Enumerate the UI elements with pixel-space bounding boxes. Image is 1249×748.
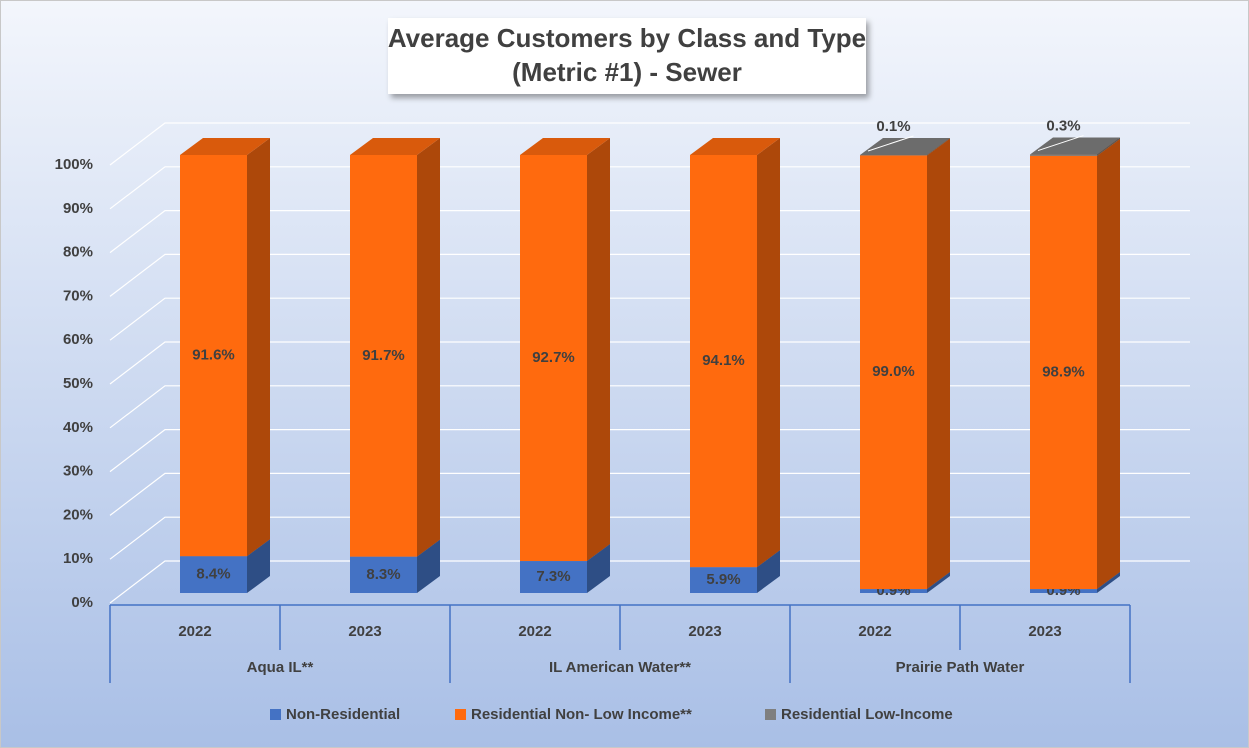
bar-top [690,138,780,155]
x-tick-label: 2022 [518,623,551,640]
bar-side [927,572,950,593]
bar-side [417,539,440,593]
bar-side [417,138,440,557]
legend-label: Residential Non- Low Income** [471,706,692,723]
bar-side [247,138,270,557]
legend-swatch [270,709,281,720]
y-tick-label: 10% [63,550,93,567]
x-tick-label: 2023 [348,623,381,640]
x-tick-label: 2023 [1028,623,1061,640]
y-tick-label: 0% [71,594,93,611]
bar-side [927,138,950,156]
bar [520,155,587,562]
grid-line [109,341,1190,385]
bar [690,567,757,593]
grid-line [109,122,1190,166]
bar-side [927,138,950,590]
grid-line [109,560,1190,604]
group-label: Aqua IL** [247,659,314,676]
bar-side [757,550,780,593]
label-leader [867,135,914,152]
bar-side [1097,137,1120,156]
bar-side [757,138,780,568]
y-tick-label: 30% [63,463,93,480]
data-label: 94.1% [702,352,745,369]
bar [860,155,927,590]
data-label: 98.9% [1042,363,1085,380]
bar [1030,155,1097,590]
legend-label: Residential Low-Income [781,706,953,723]
bar-side [1097,138,1120,590]
title-box [388,18,866,94]
y-tick-label: 20% [63,506,93,523]
bar [350,155,417,557]
y-tick-label: 50% [63,375,93,392]
group-label: IL American Water** [549,659,691,676]
bar [1030,154,1097,156]
bar-top [350,138,440,155]
legend-label: Non-Residential [286,706,400,723]
bar-top [180,138,270,155]
bar [690,155,757,568]
bar-top [1030,137,1120,155]
bar-top [520,138,610,155]
x-tick-label: 2022 [178,623,211,640]
grid-line [109,210,1190,254]
legend-swatch [765,709,776,720]
y-tick-label: 70% [63,287,93,304]
chart-title: (Metric #1) - Sewer [512,57,742,87]
data-label: 91.6% [192,347,235,364]
grid-line [109,253,1190,297]
chart-title: Average Customers by Class and Type [388,23,866,53]
grid-line [109,166,1190,210]
bar [860,155,927,156]
data-label: 7.3% [536,568,570,585]
bar [180,155,247,557]
y-tick-label: 60% [63,331,93,348]
data-label: 92.7% [532,349,575,366]
x-tick-label: 2023 [688,623,721,640]
data-label: 99.0% [872,363,915,380]
data-label: 0.1% [876,118,910,135]
data-label: 8.3% [366,566,400,583]
legend-swatch [455,709,466,720]
bar-side [1097,572,1120,593]
x-tick-label: 2022 [858,623,891,640]
bar [350,556,417,593]
data-label: 5.9% [706,571,740,588]
y-tick-label: 40% [63,419,93,436]
bar-side [247,539,270,593]
bar-top [860,138,950,155]
bar [860,589,927,593]
y-tick-label: 90% [63,200,93,217]
bar-side [587,544,610,593]
grid-line [109,385,1190,429]
bar-side [587,138,610,562]
grid-line [109,516,1190,560]
y-tick-label: 100% [55,156,93,173]
data-label: 0.3% [1046,118,1080,135]
data-label: 8.4% [196,566,230,583]
group-label: Prairie Path Water [896,659,1025,676]
bar [180,556,247,593]
grid-line [109,429,1190,473]
label-leader [1037,135,1084,152]
data-label: 91.7% [362,347,405,364]
bar [1030,589,1097,593]
y-tick-label: 80% [63,244,93,261]
grid-line [109,297,1190,341]
bar [520,561,587,593]
grid-line [109,472,1190,516]
